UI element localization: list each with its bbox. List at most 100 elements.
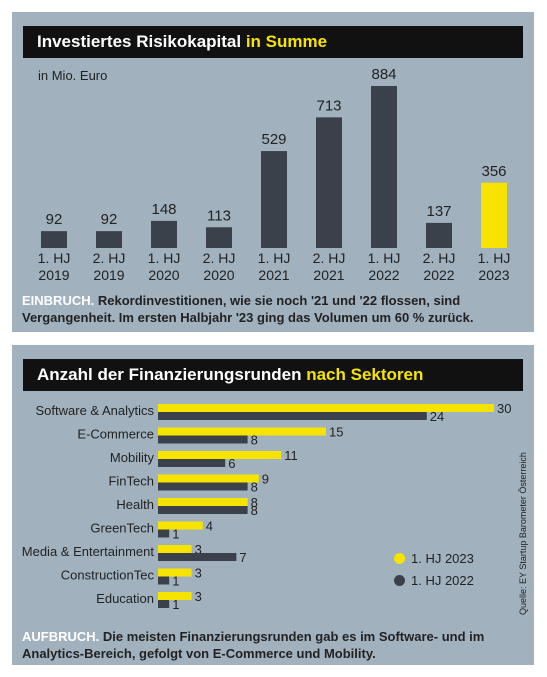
bar-value-label: 148 <box>151 201 176 218</box>
funding-rounds-panel: Anzahl der Finanzierungsrunden nach Sekt… <box>12 345 534 665</box>
bar <box>158 435 248 444</box>
category-label: E-Commerce <box>77 427 154 442</box>
x-tick-label: 2. HJ <box>313 250 346 266</box>
x-tick-label: 2. HJ <box>423 250 456 266</box>
legend-dot-icon <box>394 575 405 586</box>
caption-text: Rekordinvestitionen, wie sie noch '21 un… <box>22 293 474 325</box>
x-tick-label: 2022 <box>368 267 399 283</box>
title-highlight: nach Sektoren <box>306 365 424 384</box>
x-tick-label: 1. HJ <box>258 250 291 266</box>
legend-item-2023: 1. HJ 2023 <box>394 551 474 566</box>
bar-value-label: 713 <box>316 97 341 114</box>
bar-value-label: 4 <box>206 519 213 534</box>
bar <box>261 151 287 248</box>
x-tick-label: 1. HJ <box>148 250 181 266</box>
bar-value-label: 1 <box>172 527 179 542</box>
caption-lead: AUFBRUCH. <box>22 629 100 644</box>
bar-value-label: 92 <box>46 211 63 228</box>
bar <box>158 412 427 420</box>
category-label: Software & Analytics <box>36 403 155 418</box>
bar <box>158 553 237 561</box>
category-label: ConstructionTec <box>61 568 155 583</box>
bar-value-label: 113 <box>207 207 231 224</box>
bar-value-label: 8 <box>251 433 258 448</box>
bar <box>158 600 170 608</box>
bar-value-label: 1 <box>172 597 179 612</box>
panel1-caption: EINBRUCH. Rekordinvestitionen, wie sie n… <box>22 292 527 326</box>
bar-value-label: 1 <box>172 574 179 589</box>
bar-value-label: 7 <box>239 550 246 565</box>
bar-value-label: 3 <box>195 542 202 557</box>
bar <box>158 521 203 530</box>
legend-dot-icon <box>394 553 405 564</box>
category-label: GreenTech <box>90 521 154 536</box>
x-tick-label: 2019 <box>38 267 69 283</box>
x-tick-label: 1. HJ <box>38 250 71 266</box>
bar <box>481 182 507 248</box>
source-note: Quelle: EY Startup Barometer Österreich <box>518 452 528 615</box>
unit-label: in Mio. Euro <box>38 68 108 83</box>
bar <box>158 529 170 538</box>
bar-value-label: 3 <box>195 566 202 581</box>
x-tick-label: 1. HJ <box>478 250 511 266</box>
x-tick-label: 1. HJ <box>368 250 401 266</box>
category-label: Mobility <box>110 450 155 465</box>
bar <box>41 231 67 248</box>
bar-value-label: 30 <box>497 401 511 416</box>
title-main: Investiertes Risikokapital <box>37 32 242 51</box>
legend-item-2022: 1. HJ 2022 <box>394 573 474 588</box>
x-tick-label: 2021 <box>313 267 344 283</box>
bar-value-label: 9 <box>262 472 269 487</box>
category-label: Education <box>96 591 154 606</box>
bar-value-label: 884 <box>371 66 396 83</box>
x-tick-label: 2022 <box>423 267 454 283</box>
bar <box>96 231 122 248</box>
funding-rounds-title: Anzahl der Finanzierungsrunden nach Sekt… <box>23 359 523 391</box>
bar-value-label: 356 <box>481 163 506 180</box>
bar-value-label: 529 <box>261 131 286 148</box>
bar-value-label: 8 <box>251 480 258 495</box>
category-label: Health <box>116 497 154 512</box>
panel2-caption: AUFBRUCH. Die meisten Finanzierungsrunde… <box>22 628 527 662</box>
bar <box>158 404 494 412</box>
risk-capital-title: Investiertes Risikokapital in Summe <box>23 26 523 58</box>
caption-text: Die meisten Finanzierungsrunden gab es i… <box>22 629 485 661</box>
bar <box>158 482 248 491</box>
bar-value-label: 92 <box>101 211 118 228</box>
category-label: FinTech <box>108 474 154 489</box>
bar <box>158 474 259 483</box>
x-tick-label: 2. HJ <box>203 250 236 266</box>
bar <box>158 451 282 459</box>
risk-capital-panel: Investiertes Risikokapital in Summe in M… <box>12 12 534 332</box>
bar-value-label: 8 <box>251 495 258 510</box>
bar <box>158 568 192 577</box>
bar <box>158 506 248 514</box>
caption-lead: EINBRUCH. <box>22 293 95 308</box>
bar <box>158 427 326 436</box>
bar <box>158 498 248 506</box>
bar <box>371 86 397 248</box>
bar-value-label: 137 <box>426 203 451 220</box>
title-highlight: in Summe <box>245 32 328 51</box>
title-main: Anzahl der Finanzierungsrunden <box>37 365 302 384</box>
bar-value-label: 8 <box>251 503 258 518</box>
bar-value-label: 6 <box>228 456 235 471</box>
bar <box>158 576 170 585</box>
bar <box>158 592 192 600</box>
bar-value-label: 3 <box>195 589 202 604</box>
bar <box>151 220 177 248</box>
bar <box>206 227 232 248</box>
x-tick-label: 2020 <box>148 267 179 283</box>
x-tick-label: 2021 <box>258 267 289 283</box>
bar-value-label: 11 <box>284 448 298 463</box>
bar-value-label: 24 <box>430 409 444 424</box>
x-tick-label: 2020 <box>203 267 234 283</box>
bar <box>316 117 342 249</box>
bar <box>426 222 452 248</box>
category-label: Media & Entertainment <box>22 544 155 559</box>
bar <box>158 459 226 467</box>
bar-value-label: 15 <box>329 425 343 440</box>
x-tick-label: 2. HJ <box>93 250 126 266</box>
x-tick-label: 2019 <box>93 267 124 283</box>
